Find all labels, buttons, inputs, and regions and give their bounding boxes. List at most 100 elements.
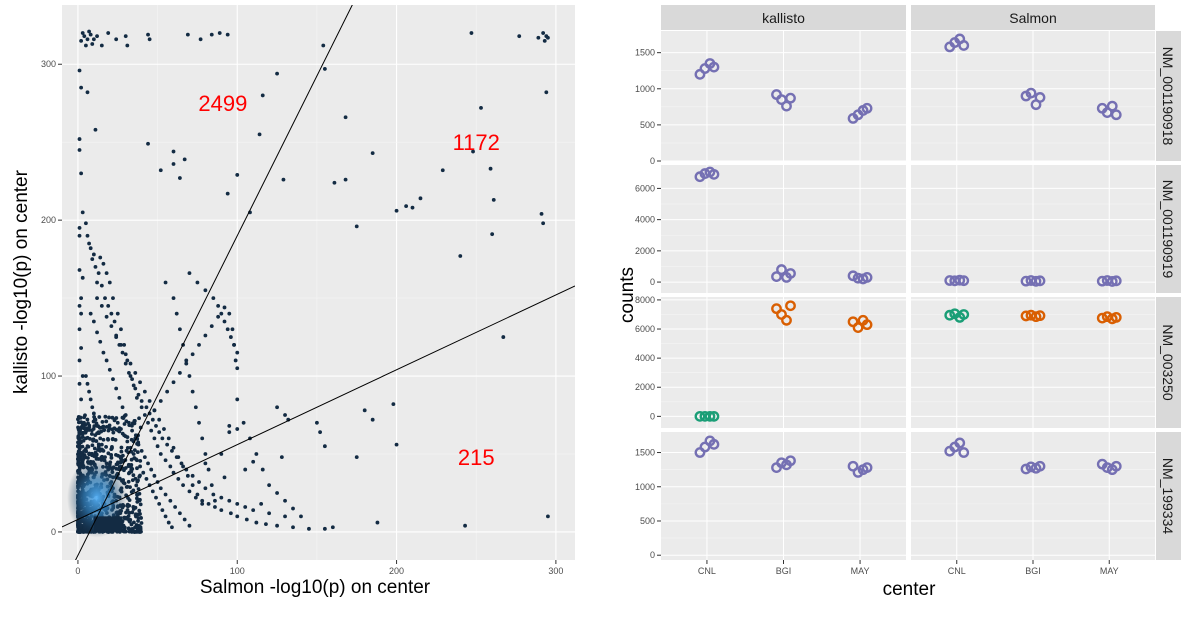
facet-panels [661, 31, 1155, 560]
scatter-point-dense [132, 520, 136, 525]
scatter-point [322, 526, 327, 531]
scatter-point [109, 324, 114, 329]
scatter-point [354, 224, 359, 229]
scatter-point-dense [138, 529, 143, 534]
scatter-point [80, 374, 85, 378]
scatter-point [88, 311, 93, 316]
scatter-point [93, 265, 98, 269]
scatter-point [275, 491, 279, 495]
scatter-point [190, 483, 195, 488]
scatter-point [160, 436, 165, 441]
scatter-point [99, 43, 104, 48]
scatter-point [171, 149, 176, 154]
scatter-point [120, 405, 125, 410]
facet-x-tick-label: MAY [1100, 566, 1119, 576]
scatter-point [235, 173, 240, 177]
scatter-point [410, 205, 415, 210]
scatter-point [211, 296, 216, 300]
scatter-point-dense [124, 515, 129, 520]
scatter-point-dense [105, 437, 110, 441]
scatter-point [123, 352, 128, 357]
scatter-point [85, 381, 90, 386]
scatter-point [165, 389, 170, 394]
scatter-point [166, 436, 171, 441]
scatter-point [264, 522, 268, 527]
scatter-point-dense [122, 422, 127, 426]
scatter-point [128, 374, 133, 378]
scatter-point [90, 405, 95, 410]
scatter-point [283, 514, 287, 519]
scatter-point-dense [101, 437, 106, 442]
scatter-point [275, 71, 279, 76]
count-annotation: 2499 [198, 91, 247, 116]
scatter-point [154, 495, 158, 500]
scatter-point-dense [118, 454, 123, 459]
scatter-point-dense [133, 476, 138, 481]
scatter-point [235, 397, 240, 402]
scatter-point [139, 399, 144, 403]
scatter-point [171, 162, 176, 166]
facet-row-strip [1156, 297, 1181, 428]
scatter-point [394, 442, 399, 447]
scatter-point [77, 68, 82, 73]
scatter-point [343, 177, 348, 182]
scatter-point-dense [84, 449, 89, 454]
scatter-point-dense [125, 445, 130, 450]
facet-point [694, 410, 706, 422]
scatter-point [163, 458, 168, 463]
y-tick-label: 100 [41, 371, 56, 381]
scatter-point-dense [126, 479, 131, 484]
scatter-point [251, 459, 256, 464]
scatter-point [146, 141, 150, 146]
facet-point [944, 309, 956, 321]
scatter-point [163, 280, 168, 285]
facet-point [1034, 92, 1046, 103]
scatter-point [197, 480, 201, 484]
scatter-point-dense [135, 450, 140, 455]
scatter-point [190, 473, 195, 478]
scatter-point [198, 37, 203, 42]
scatter-point [133, 386, 138, 391]
scatter-point [142, 413, 147, 417]
facet-y-tick-label: 0 [650, 277, 655, 287]
scatter-point [95, 34, 99, 39]
facet-column-strip [911, 5, 1155, 30]
scatter-point [127, 371, 131, 375]
scatter-point [104, 314, 109, 319]
scatter-point [176, 477, 181, 481]
scatter-point [122, 342, 127, 347]
scatter-point-dense [131, 488, 136, 493]
facet-y-tick-label: 8000 [635, 295, 655, 305]
scatter-point [125, 439, 130, 444]
scatter-point [244, 517, 249, 522]
facet-y-tick-label: 1500 [635, 448, 655, 458]
scatter-point [209, 32, 214, 37]
scatter-point-dense [137, 508, 142, 513]
scatter-point-dense [76, 449, 81, 454]
facet-point [1034, 460, 1046, 472]
x-tick-label: 0 [75, 566, 80, 576]
scatter-point-dense [109, 455, 114, 460]
scatter-point [235, 501, 240, 506]
scatter-point [141, 470, 146, 475]
density-floor [93, 516, 123, 532]
scatter-point [177, 371, 182, 375]
scatter-point [267, 511, 272, 516]
scatter-point [418, 196, 423, 201]
scatter-point [315, 420, 319, 425]
scatter-point [171, 380, 176, 385]
facet-point [1034, 275, 1046, 287]
facet-point [708, 438, 720, 450]
scatter-point [103, 455, 107, 460]
scatter-point-dense [109, 453, 114, 457]
scatter-point [332, 180, 337, 185]
facet-y-tick-label: 1000 [635, 84, 655, 94]
scatter-point [501, 335, 506, 339]
scatter-x-axis-title: Salmon -log10(p) on center [200, 577, 431, 598]
scatter-point [101, 261, 106, 266]
scatter-point [80, 31, 85, 35]
scatter-point-dense [119, 449, 124, 454]
scatter-point-dense [76, 434, 81, 439]
facet-point [785, 92, 796, 104]
scatter-point [114, 37, 119, 42]
